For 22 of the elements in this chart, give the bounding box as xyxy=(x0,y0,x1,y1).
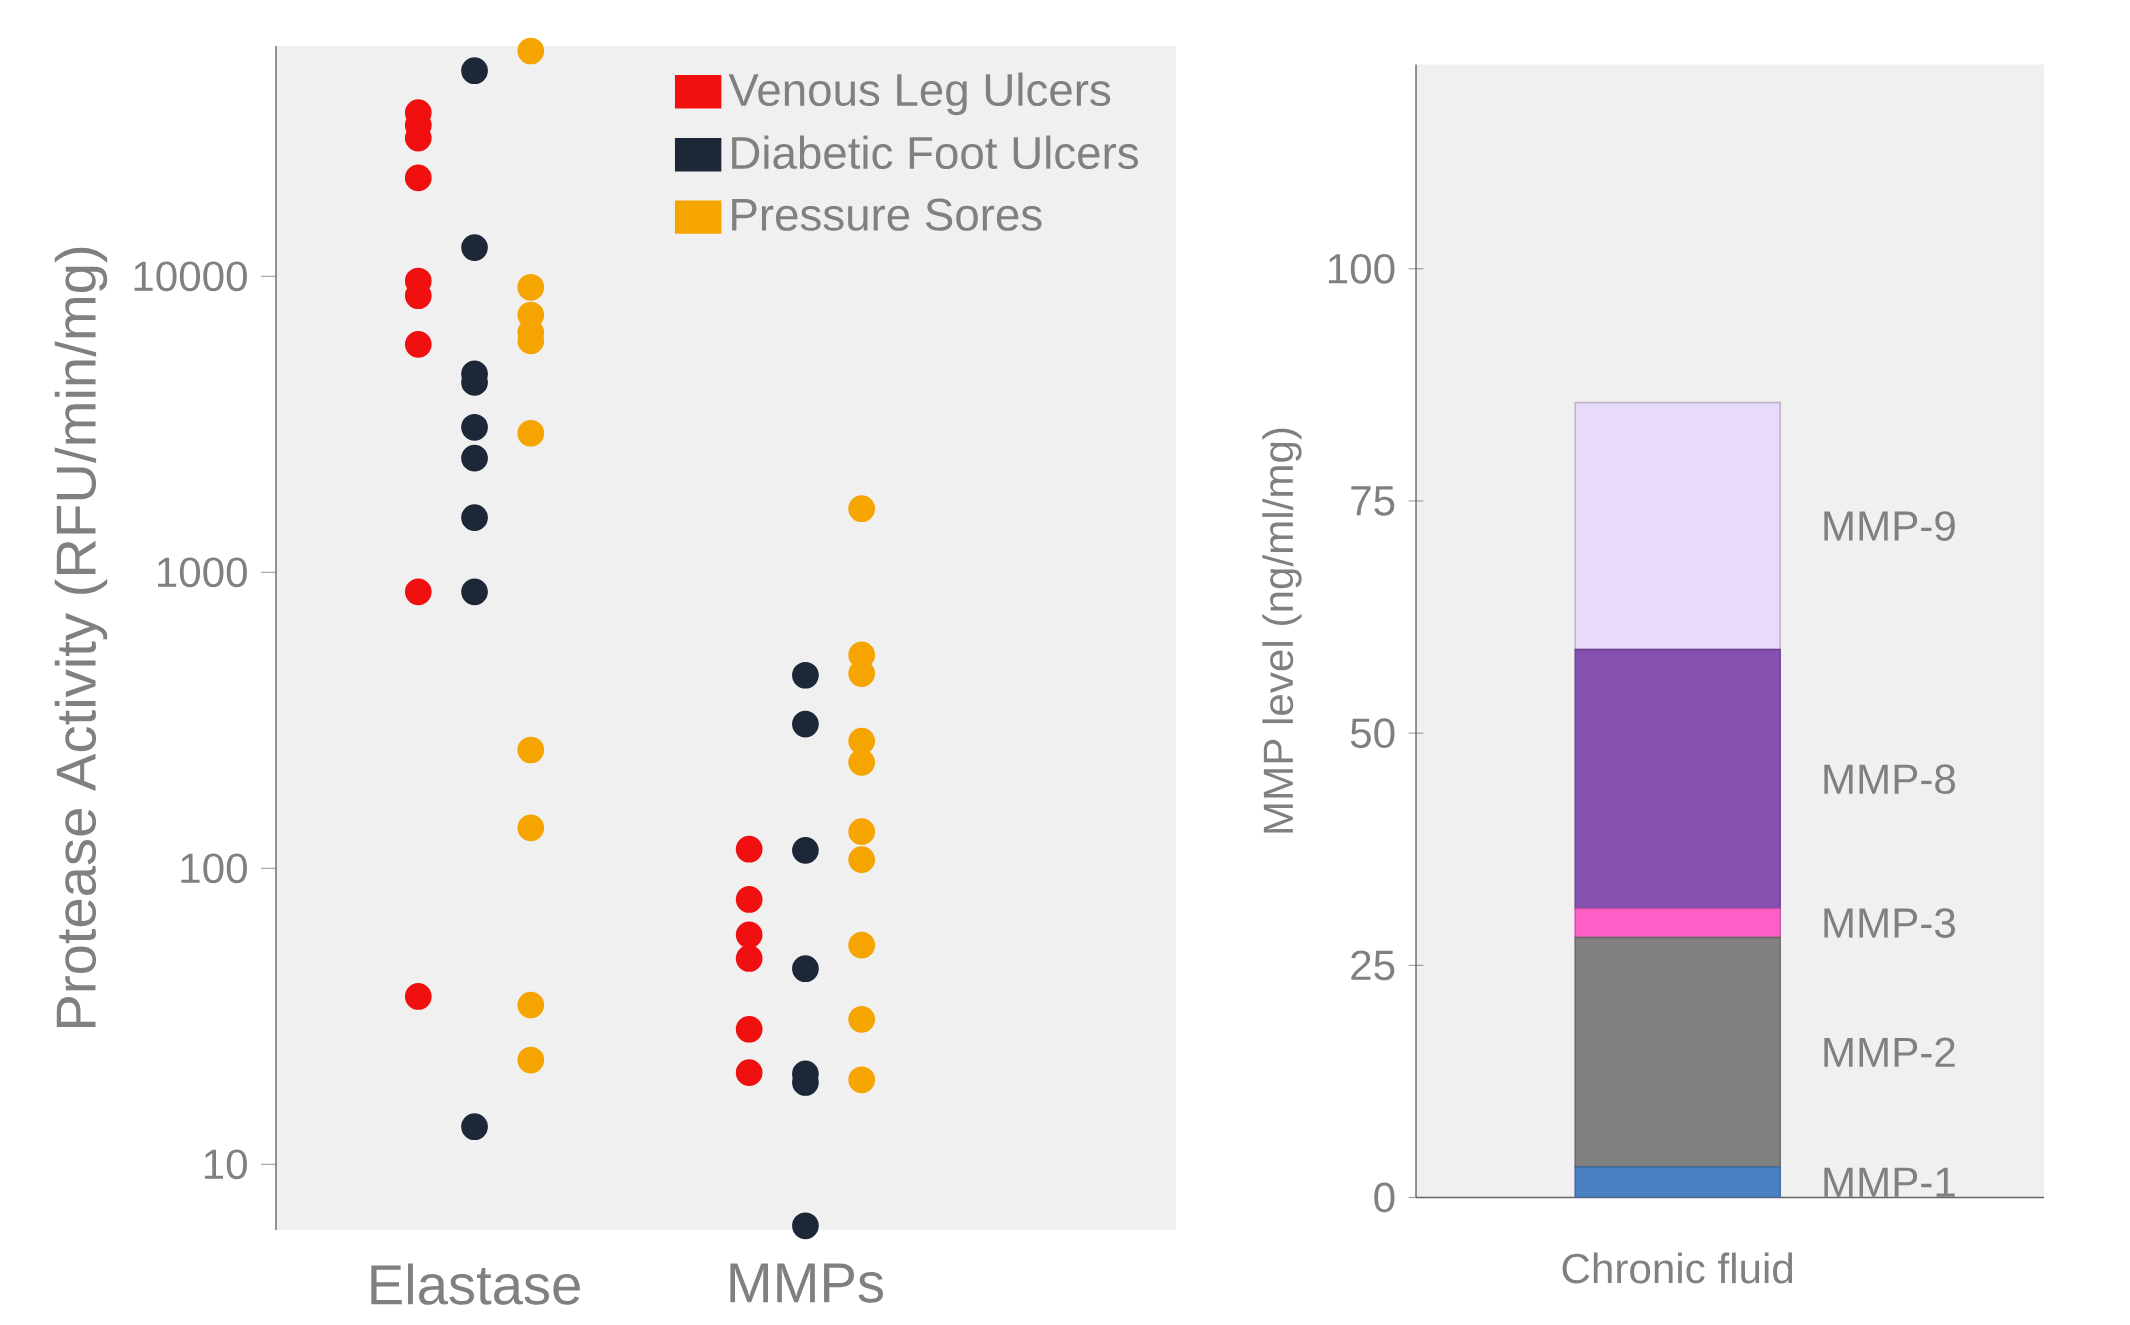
legend-label: Diabetic Foot Ulcers xyxy=(732,135,1139,170)
y-tick-label: 100 xyxy=(1328,253,1395,284)
y-tick-label: 25 xyxy=(1351,950,1395,981)
y-axis-title: Protease Activity (RFU/min/mg) xyxy=(54,247,108,1028)
y-tick-label: 10 xyxy=(204,1149,247,1180)
series-label: MMP-1 xyxy=(1824,1167,1955,1197)
y-tick-label: 50 xyxy=(1350,718,1395,749)
y-tick-label: 10000 xyxy=(134,261,247,292)
series-label: MMP-3 xyxy=(1824,908,1955,938)
y-axis-title: MMP level (ng/ml/mg) xyxy=(1262,428,1302,833)
x-tick-label: Elastase xyxy=(371,1263,580,1305)
legend-label: Pressure Sores xyxy=(732,198,1042,231)
series-label: MMP-8 xyxy=(1824,764,1955,795)
x-tick-label: Chronic fluid xyxy=(1562,1252,1793,1284)
series-label: MMP-9 xyxy=(1824,511,1955,541)
x-tick-label: MMPs xyxy=(730,1263,884,1303)
y-tick-label: 0 xyxy=(1374,1182,1395,1213)
y-tick-label: 100 xyxy=(181,853,247,884)
legend-label: Venous Leg Ulcers xyxy=(728,72,1111,116)
y-tick-label: 75 xyxy=(1351,486,1395,516)
y-tick-label: 1000 xyxy=(157,557,247,588)
series-label: MMP-2 xyxy=(1824,1037,1955,1067)
